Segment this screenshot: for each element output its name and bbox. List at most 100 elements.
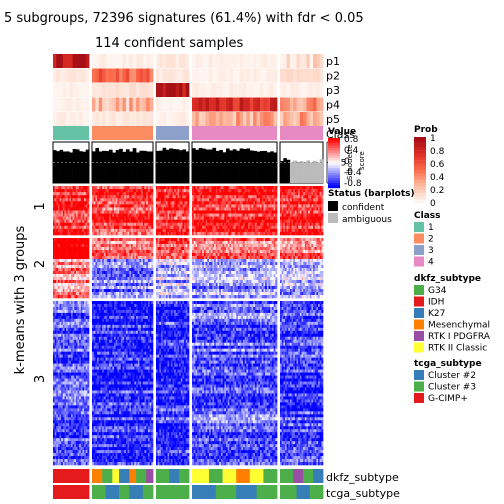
heatmap-cell: [125, 244, 128, 248]
heatmap-cell: [54, 216, 57, 220]
heatmap-cell: [56, 222, 59, 227]
heatmap-cell: [114, 262, 117, 266]
heatmap-cell: [280, 219, 282, 224]
heatmap-cell: [299, 228, 302, 233]
heatmap-cell: [182, 277, 185, 281]
heatmap-cell: [97, 274, 100, 278]
heatmap-cell: [203, 195, 206, 199]
heatmap-cell: [130, 219, 133, 224]
heatmap-cell: [56, 225, 59, 230]
heatmap-cell: [316, 186, 319, 190]
heatmap-cell: [244, 262, 247, 266]
heatmap-cell: [115, 238, 118, 242]
heatmap-cell: [108, 286, 111, 290]
heatmap-cell: [203, 228, 206, 233]
heatmap-cell: [132, 189, 135, 193]
heatmap-cell: [261, 186, 264, 190]
heatmap-cell: [107, 222, 110, 227]
prob-cell: [172, 83, 177, 97]
heatmap-cell: [207, 204, 210, 208]
heatmap-cell: [319, 186, 322, 190]
heatmap-cell: [105, 201, 108, 205]
heatmap-cell: [69, 192, 72, 196]
heatmap-cell: [288, 204, 291, 208]
heatmap-cell: [147, 207, 150, 211]
heatmap-cell: [98, 244, 101, 248]
heatmap-cell: [56, 253, 59, 257]
prob-cell: [202, 112, 206, 126]
heatmap-cell: [212, 238, 215, 242]
heatmap-cell: [314, 219, 317, 224]
heatmap-cell: [280, 216, 282, 220]
heatmap-cell: [165, 201, 168, 205]
heatmap-cell: [105, 241, 108, 245]
silhouette-bar: [293, 160, 297, 183]
heatmap-cell: [62, 271, 65, 275]
prob-cell: [95, 68, 100, 83]
heatmap-cell: [256, 228, 259, 233]
heatmap-cell: [170, 204, 173, 208]
heatmap-cell: [203, 259, 206, 263]
prob-cell: [289, 97, 294, 112]
heatmap-cell: [156, 259, 158, 263]
heatmap-cell: [103, 213, 106, 217]
heatmap-cell: [69, 231, 72, 236]
heatmap-cell: [129, 219, 132, 224]
heatmap-cell: [207, 216, 210, 220]
prob-cell: [316, 68, 321, 83]
heatmap-cell: [167, 198, 170, 202]
heatmap-cell: [141, 286, 144, 290]
heatmap-cell: [75, 271, 78, 275]
heatmap-cell: [182, 274, 185, 278]
heatmap-cell: [136, 265, 139, 269]
heatmap-cell: [301, 225, 304, 230]
heatmap-cell: [306, 213, 309, 217]
heatmap-cell: [182, 265, 185, 269]
heatmap-cell: [107, 277, 110, 281]
heatmap-cell: [149, 228, 152, 233]
heatmap-cell: [97, 265, 100, 269]
prob-cell: [316, 54, 321, 68]
heatmap-cell: [203, 216, 206, 220]
heatmap-cell: [159, 256, 162, 260]
heatmap-cell: [195, 198, 198, 202]
heatmap-cell: [232, 222, 235, 227]
heatmap-cell: [130, 256, 133, 260]
heatmap-cell: [209, 219, 211, 224]
heatmap-cell: [62, 274, 65, 278]
heatmap-cell: [265, 189, 268, 193]
heatmap-cell: [193, 259, 196, 263]
heatmap-cell: [167, 219, 170, 224]
heatmap-cell: [207, 213, 210, 217]
heatmap-cell: [132, 268, 135, 272]
heatmap-cell: [103, 274, 106, 278]
heatmap-cell: [160, 195, 163, 199]
heatmap-cell: [180, 259, 183, 263]
heatmap-cell: [53, 238, 55, 242]
heatmap-cell: [283, 204, 286, 208]
heatmap-cell: [122, 280, 125, 284]
heatmap-cell: [117, 222, 120, 227]
heatmap-cell: [132, 253, 135, 257]
heatmap-cell: [124, 231, 127, 236]
heatmap-cell: [85, 225, 88, 230]
heatmap-cell: [243, 186, 245, 190]
heatmap-cell: [117, 192, 120, 196]
heatmap-cell: [97, 216, 100, 220]
heatmap-cell: [160, 216, 163, 220]
heatmap-cell: [142, 277, 145, 281]
heatmap-cell: [114, 189, 117, 193]
heatmap-cell: [210, 238, 213, 242]
heatmap-cell: [107, 280, 110, 284]
heatmap-cell: [139, 228, 142, 233]
heatmap-cell: [246, 262, 249, 266]
heatmap-cell: [134, 225, 137, 230]
heatmap-cell: [124, 213, 127, 217]
heatmap-cell: [260, 262, 262, 266]
heatmap-cell: [97, 250, 100, 254]
heatmap-cell: [268, 250, 271, 254]
heatmap-cell: [66, 189, 69, 193]
heatmap-cell: [203, 247, 206, 251]
silhouette-bar: [72, 148, 77, 183]
heatmap-cell: [93, 244, 96, 248]
